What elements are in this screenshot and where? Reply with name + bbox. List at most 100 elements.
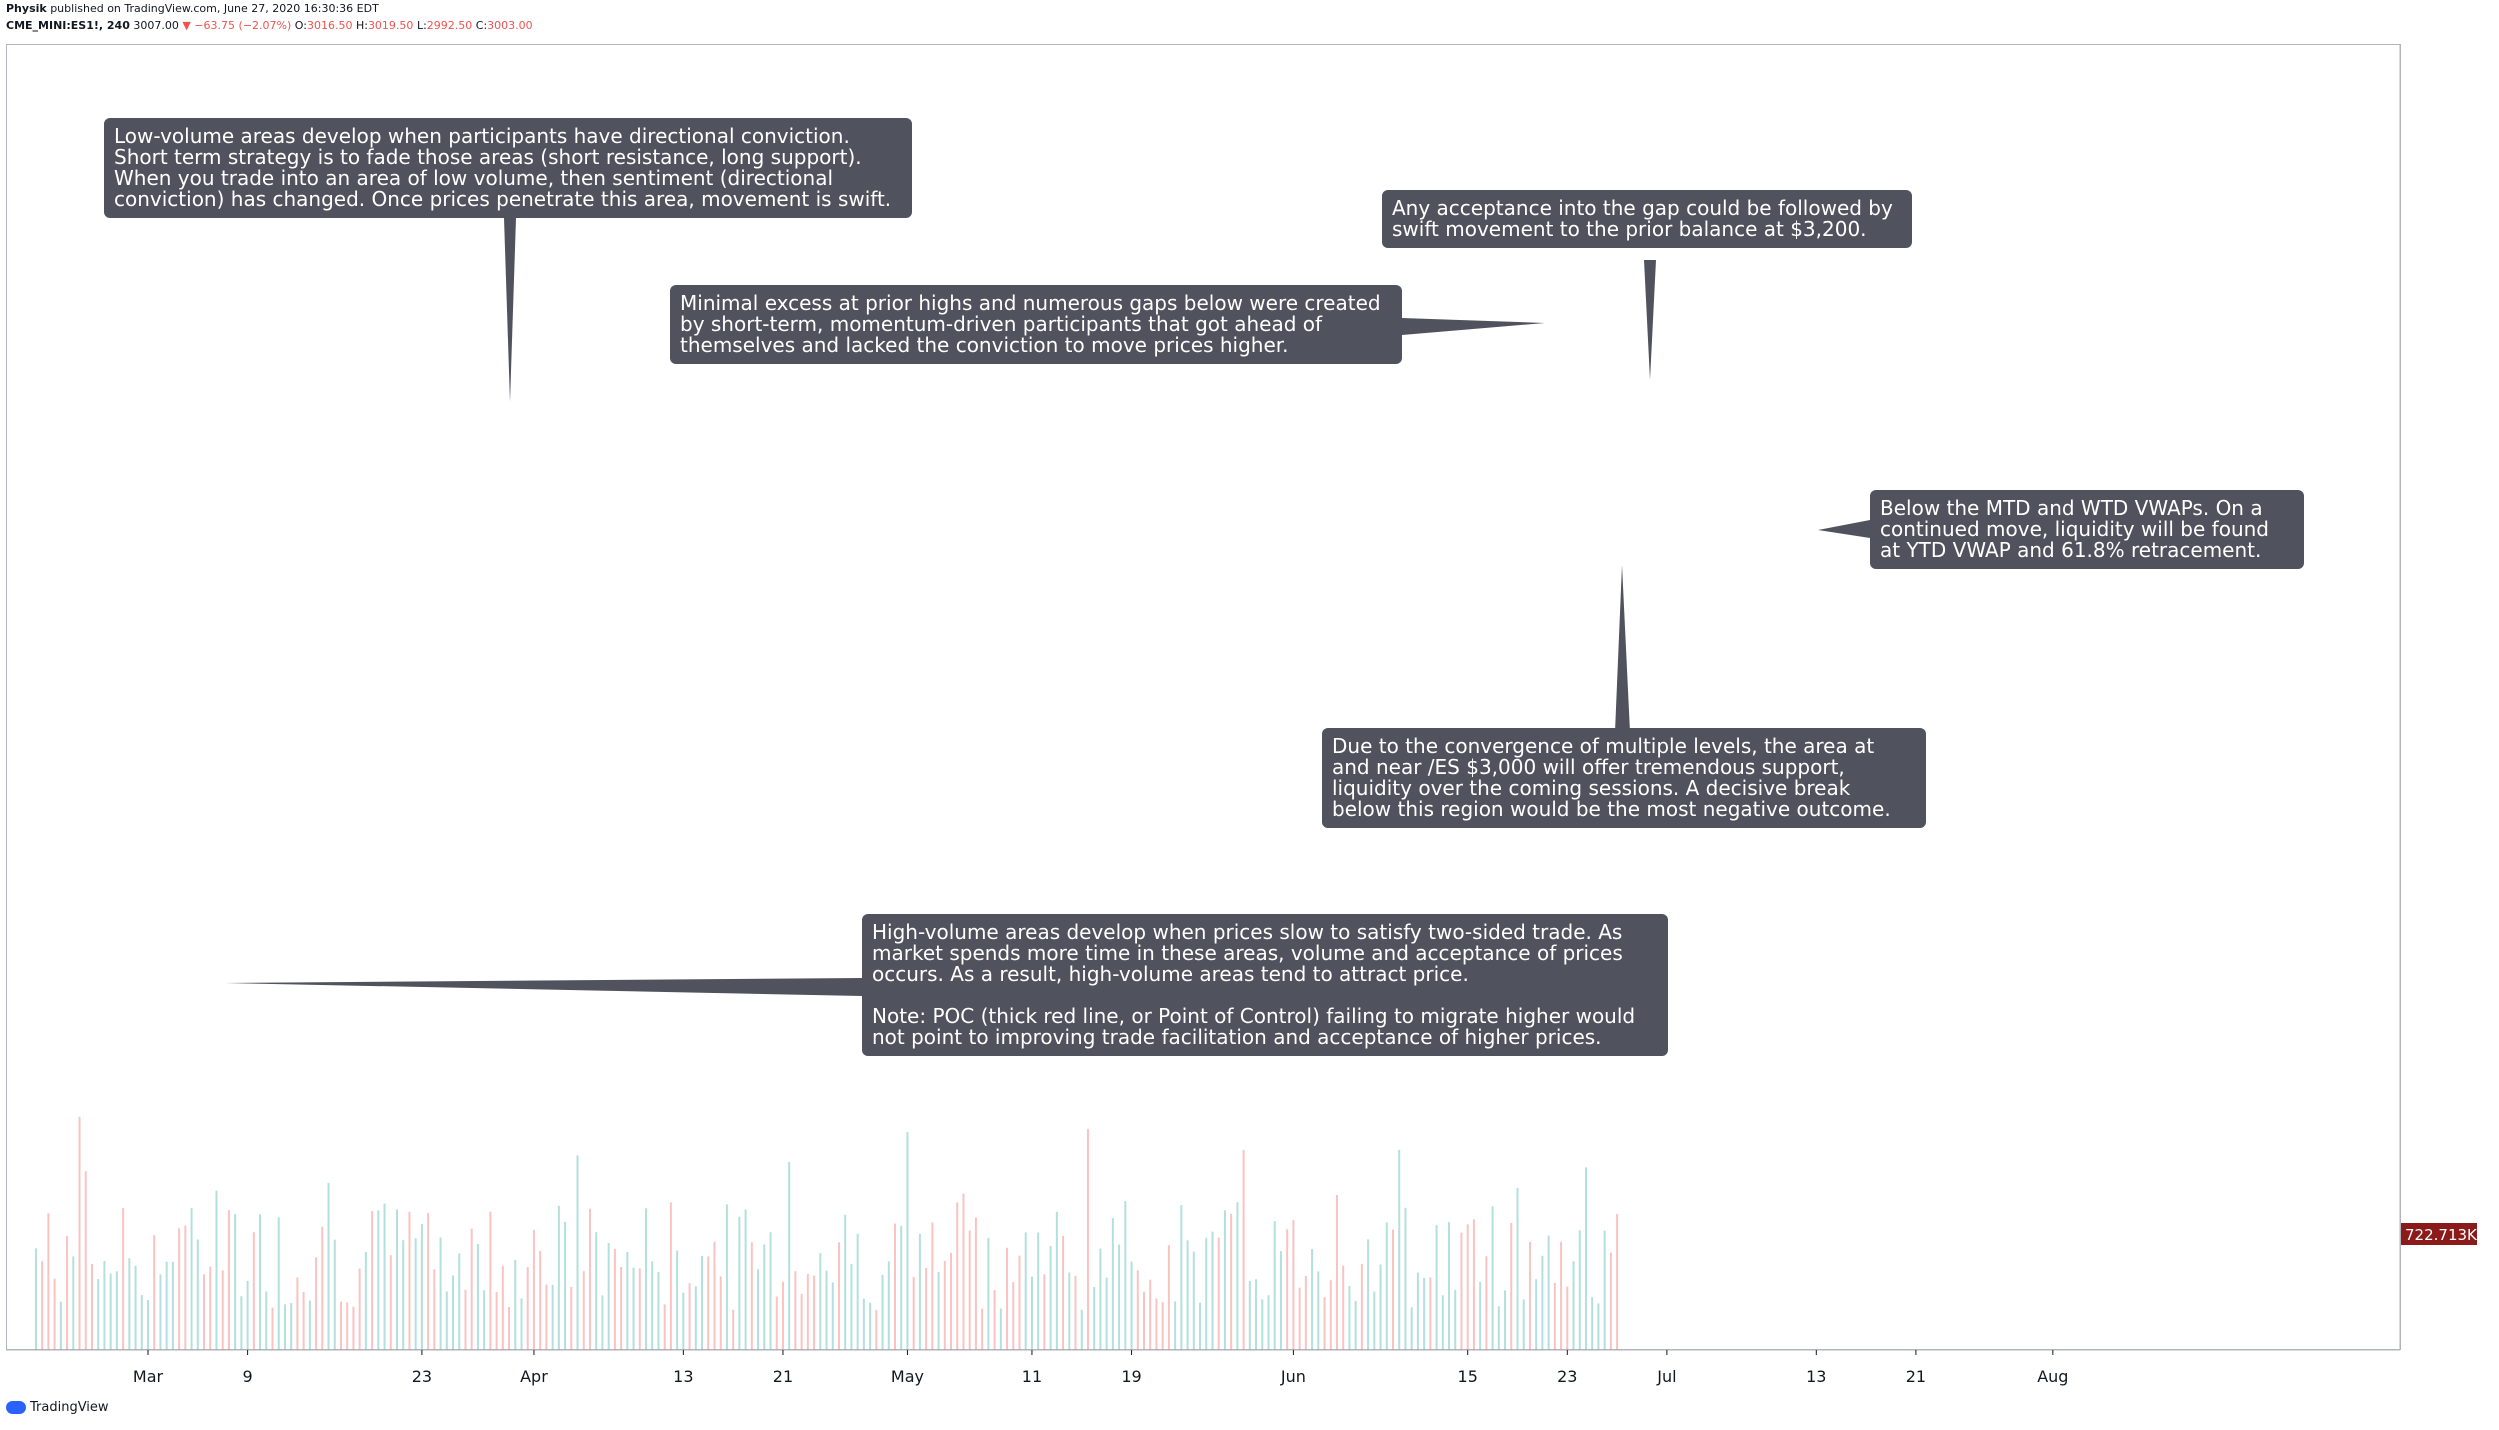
volume-bar — [1086, 1128, 1089, 1350]
volume-bar — [352, 1306, 355, 1350]
volume-bar — [875, 1309, 878, 1350]
close-value: 3003.00 — [487, 19, 533, 32]
volume-bar — [825, 1270, 828, 1350]
volume-bar — [439, 1237, 442, 1350]
volume-bar — [582, 1271, 585, 1350]
volume-bar — [987, 1238, 990, 1350]
volume-bar — [750, 1242, 753, 1350]
volume-bar — [775, 1296, 778, 1350]
volume-bar — [956, 1202, 959, 1350]
volume-bar — [1392, 1229, 1394, 1350]
volume-bar — [90, 1263, 93, 1350]
volume-bar — [252, 1232, 255, 1350]
volume-bar — [613, 1248, 616, 1350]
volume-bar — [1416, 1272, 1419, 1350]
volume-bar — [501, 1265, 504, 1350]
volume-bar — [1528, 1241, 1531, 1350]
volume-bar — [302, 1291, 305, 1350]
volume-bar — [707, 1256, 710, 1350]
volume-bar — [377, 1210, 380, 1350]
volume-bar — [1603, 1230, 1606, 1350]
volume-bar — [564, 1221, 567, 1350]
callout-high-volume: High-volume areas develop when prices sl… — [862, 914, 1668, 1056]
volume-bar — [296, 1277, 299, 1350]
volume-bar — [1435, 1225, 1438, 1350]
volume-bar — [84, 1171, 87, 1350]
volume-bar — [1167, 1245, 1170, 1350]
volume-bar — [1578, 1230, 1581, 1350]
volume-bar — [470, 1228, 473, 1350]
volume-bar — [701, 1255, 704, 1350]
volume-bar — [1373, 1291, 1376, 1350]
volume-bar — [333, 1239, 336, 1350]
volume-bar — [1298, 1287, 1301, 1350]
volume-bar — [178, 1228, 181, 1350]
volume-bar — [788, 1161, 791, 1350]
volume-bar — [1479, 1282, 1482, 1350]
volume-bar — [887, 1261, 890, 1350]
volume-bar — [1118, 1244, 1121, 1350]
volume-bar — [209, 1266, 212, 1350]
symbol-label[interactable]: CME_MINI:ES1!, 240 — [6, 19, 130, 32]
volume-bar — [906, 1132, 909, 1350]
volume-bar — [694, 1286, 697, 1350]
volume-bar — [327, 1182, 330, 1350]
volume-tag-label: 722.713K — [2405, 1226, 2478, 1244]
volume-bar — [551, 1284, 554, 1350]
volume-bar — [999, 1308, 1002, 1350]
volume-bar — [1472, 1219, 1475, 1350]
volume-bar — [203, 1274, 206, 1350]
volume-bar — [1572, 1261, 1575, 1350]
volume-bar — [72, 1256, 75, 1350]
volume-bar — [1037, 1232, 1040, 1350]
volume-bar — [196, 1239, 199, 1350]
volume-bar — [1304, 1275, 1307, 1350]
volume-bar — [1535, 1279, 1538, 1350]
tradingview-cloud-icon — [6, 1401, 26, 1414]
volume-bar — [1130, 1261, 1133, 1350]
axes: 2100.002150.002200.002250.002300.002350.… — [6, 45, 2478, 1386]
volume-bar — [669, 1202, 672, 1350]
time-tick-label: Jun — [1280, 1367, 1306, 1386]
volume-bar — [1261, 1299, 1264, 1350]
volume-bar — [1335, 1194, 1338, 1350]
volume-bar — [1248, 1280, 1251, 1350]
volume-bar — [632, 1267, 635, 1350]
volume-bar — [837, 1242, 840, 1350]
volume-bar — [744, 1209, 747, 1350]
volume-bar — [937, 1272, 940, 1350]
volume-bar — [283, 1304, 286, 1350]
volume-bar — [277, 1217, 280, 1350]
volume-bar — [59, 1301, 62, 1350]
volume-bar — [402, 1240, 405, 1350]
volume-bar — [950, 1252, 953, 1350]
volume-bar — [713, 1241, 716, 1350]
volume-bar — [433, 1269, 436, 1350]
volume-bar — [153, 1235, 156, 1350]
volume-bar — [140, 1295, 143, 1350]
volume-bar — [78, 1116, 81, 1350]
volume-bar — [688, 1283, 691, 1350]
volume-bar — [1311, 1249, 1314, 1350]
volume-bar — [134, 1265, 137, 1350]
volume-bar — [396, 1209, 398, 1350]
volume-bar — [476, 1244, 479, 1350]
tradingview-logo[interactable]: TradingView — [6, 1400, 109, 1415]
volume-bar — [358, 1268, 361, 1350]
volume-bar — [184, 1225, 187, 1350]
time-tick-label: 15 — [1458, 1367, 1478, 1386]
volume-bar — [925, 1267, 928, 1350]
volume-bar — [968, 1230, 971, 1350]
author-name[interactable]: Physik — [6, 2, 47, 15]
volume-bar — [1398, 1149, 1401, 1350]
volume-bar — [1043, 1274, 1046, 1350]
volume-bar — [109, 1273, 112, 1350]
volume-bar — [943, 1260, 946, 1350]
volume-bar — [676, 1250, 679, 1350]
volume-bar — [495, 1292, 498, 1350]
volume-bar — [1609, 1252, 1612, 1350]
volume-bar — [588, 1208, 591, 1350]
volume-bar — [66, 1236, 69, 1350]
callout-convergence: Due to the convergence of multiple level… — [1322, 728, 1926, 828]
